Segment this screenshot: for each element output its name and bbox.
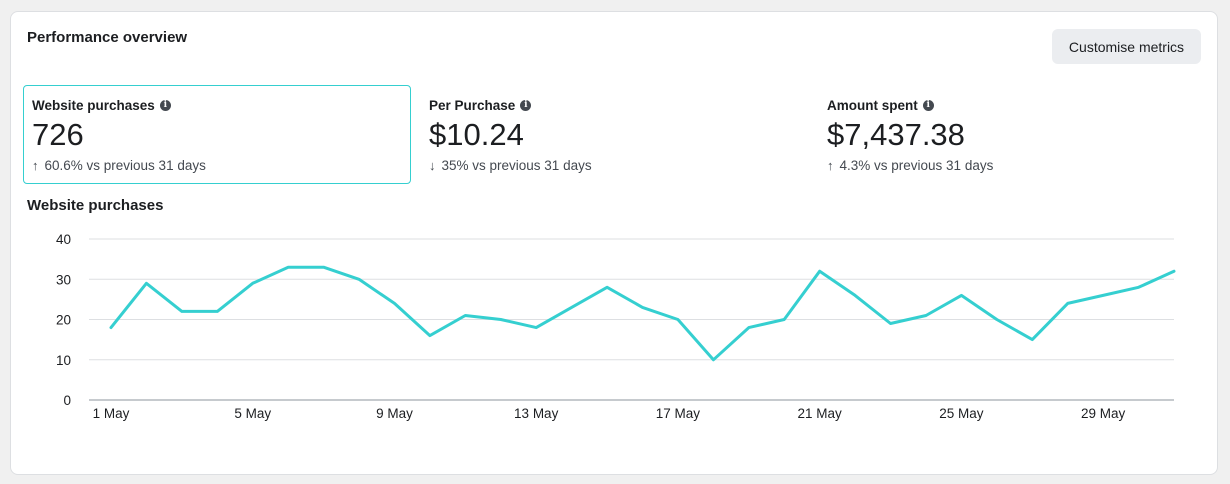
y-tick-label: 30 — [56, 272, 71, 287]
metric-change-text: 60.6% vs previous 31 days — [44, 158, 206, 173]
x-tick-label: 1 May — [93, 406, 130, 421]
y-tick-label: 10 — [56, 353, 71, 368]
metric-change-text: 35% vs previous 31 days — [441, 158, 592, 173]
x-tick-label: 29 May — [1081, 406, 1126, 421]
metric-value: $10.24 — [429, 117, 524, 152]
metric-card-per-purchase[interactable]: Per Purchase i $10.24 ↓ 35% vs previous … — [420, 85, 808, 184]
performance-overview-card: Performance overview Customise metrics W… — [10, 11, 1218, 475]
x-tick-label: 25 May — [939, 406, 984, 421]
arrow-up-icon: ↑ — [32, 158, 39, 173]
series-line — [109, 265, 1176, 362]
metric-card-website-purchases[interactable]: Website purchases i 726 ↑ 60.6% vs previ… — [23, 85, 411, 184]
page-title: Performance overview — [27, 29, 188, 46]
info-icon[interactable]: i — [922, 99, 934, 111]
metric-change: ↑ 60.6% vs previous 31 days — [32, 158, 402, 173]
metric-card-amount-spent[interactable]: Amount spent i $7,437.38 ↑ 4.3% vs previ… — [818, 85, 1206, 184]
info-icon[interactable]: i — [159, 99, 171, 111]
metric-label-wrap: Website purchases i — [32, 96, 402, 114]
chart-title: Website purchases — [27, 197, 164, 214]
metric-value: $7,437.38 — [827, 117, 965, 152]
metric-label: Website purchases — [32, 97, 155, 113]
y-tick-label: 20 — [56, 313, 71, 328]
y-tick-label: 40 — [56, 232, 71, 247]
metric-label: Per Purchase — [429, 97, 516, 113]
metric-change: ↓ 35% vs previous 31 days — [429, 158, 799, 173]
y-tick-label: 0 — [63, 393, 71, 408]
metric-change: ↑ 4.3% vs previous 31 days — [827, 158, 1197, 173]
line-chart: 0 10 20 30 40 1 May 5 May 9 May 13 May 17 May 21 M… — [56, 232, 1176, 421]
x-tick-label: 17 May — [656, 406, 701, 421]
metric-label-wrap: Per Purchase i — [429, 96, 799, 114]
metric-value: 726 — [32, 117, 84, 152]
info-icon[interactable]: i — [520, 99, 532, 111]
arrow-down-icon: ↓ — [429, 158, 436, 173]
metric-label-wrap: Amount spent i — [827, 96, 1197, 114]
metric-change-text: 4.3% vs previous 31 days — [839, 158, 994, 173]
x-tick-label: 13 May — [514, 406, 559, 421]
customise-metrics-button[interactable]: Customise metrics — [1052, 29, 1201, 64]
x-tick-label: 5 May — [234, 406, 271, 421]
metric-label: Amount spent — [827, 97, 918, 113]
arrow-up-icon: ↑ — [827, 158, 834, 173]
x-tick-label: 9 May — [376, 406, 413, 421]
x-tick-label: 21 May — [798, 406, 843, 421]
